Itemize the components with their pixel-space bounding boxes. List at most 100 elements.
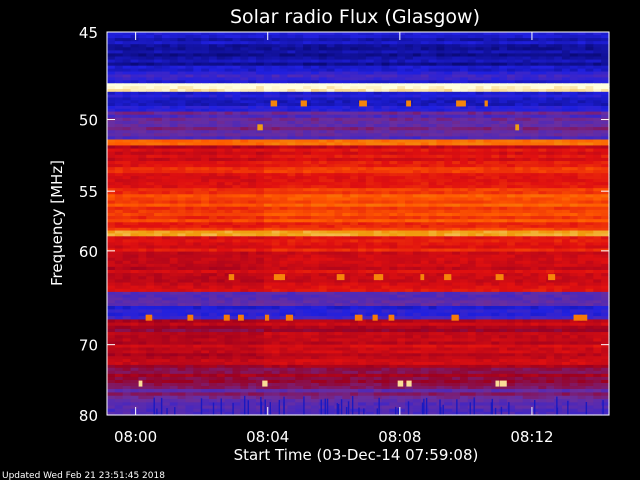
heatmap-cell (381, 94, 390, 99)
heatmap-cell (412, 164, 422, 168)
heatmap-cell (577, 164, 587, 168)
heatmap-cell (585, 236, 594, 240)
heatmap-cell (169, 114, 179, 119)
heatmap-cell (522, 50, 532, 55)
heatmap-cell (514, 136, 524, 141)
heatmap-cell (318, 219, 328, 223)
heatmap-cell (310, 71, 320, 76)
heatmap-cell (287, 120, 296, 125)
heatmap-cell (295, 197, 304, 202)
heatmap-cell (569, 145, 579, 150)
heatmap-cell (522, 245, 532, 250)
heatmap-cell (248, 182, 257, 186)
heatmap-cell (342, 100, 351, 104)
heatmap-cell (114, 136, 124, 141)
heatmap-cell (428, 245, 438, 250)
heatmap-cell (193, 127, 202, 131)
heatmap-cell (358, 260, 367, 265)
heatmap-cell (475, 97, 485, 101)
heatmap-cell (420, 77, 430, 81)
heatmap-cell (177, 83, 187, 87)
heatmap-cell (287, 136, 296, 141)
heatmap-cell (122, 179, 132, 183)
heatmap-cell (138, 151, 147, 156)
heatmap-cell (569, 197, 579, 202)
heatmap-cell (193, 94, 202, 99)
heatmap-cell (412, 47, 422, 51)
heatmap-cell (303, 236, 312, 240)
heatmap-cell (467, 56, 477, 61)
heatmap-cell (263, 239, 273, 244)
heatmap-cell (420, 80, 430, 84)
heatmap-cell (601, 142, 610, 147)
heatmap-cell (483, 170, 492, 174)
heatmap-cell (412, 257, 422, 262)
heatmap-cell (585, 114, 594, 119)
heatmap-cell (138, 173, 147, 177)
heatmap-cell (514, 68, 524, 73)
heatmap-cell (601, 173, 610, 177)
heatmap-cell (491, 182, 500, 186)
heatmap-cell (365, 88, 375, 93)
heatmap-cell (436, 154, 445, 159)
heatmap-cell (107, 194, 116, 198)
heatmap-cell (122, 83, 132, 87)
heatmap-cell (428, 225, 438, 229)
heatmap-cell (271, 225, 281, 229)
heatmap-cell (248, 233, 257, 237)
heatmap-cell (201, 182, 210, 186)
heatmap-cell (475, 188, 485, 192)
heatmap-cell (271, 167, 281, 171)
heatmap-cell (483, 227, 492, 232)
heatmap-cell (585, 50, 594, 55)
heatmap-cell (569, 41, 579, 45)
heatmap-cell (114, 194, 124, 198)
heatmap-cell (224, 80, 234, 84)
heatmap-cell (146, 212, 155, 217)
heatmap-cell (601, 145, 610, 150)
heatmap-cell (279, 161, 288, 165)
heatmap-cell (130, 251, 139, 256)
heatmap-cell (546, 257, 555, 262)
heatmap-cell (208, 148, 218, 153)
heatmap-cell (154, 230, 163, 235)
heatmap-cell (208, 173, 218, 177)
heatmap-cell (412, 212, 422, 217)
heatmap-cell (138, 239, 147, 244)
heatmap-cell (122, 142, 132, 147)
heatmap-cell (530, 239, 539, 244)
heatmap-cell (546, 227, 555, 232)
heatmap-cell (365, 225, 375, 229)
heatmap-cell (114, 47, 124, 51)
heatmap-cell (279, 151, 288, 156)
heatmap-cell (146, 114, 155, 119)
heatmap-cell (405, 236, 414, 240)
heatmap-cell (248, 148, 257, 153)
heatmap-cell (554, 117, 563, 122)
heatmap-cell (389, 88, 398, 93)
heatmap-cell (561, 212, 571, 217)
heatmap-cell (271, 236, 281, 240)
heatmap-cell (365, 161, 375, 165)
heatmap-cell (459, 133, 469, 137)
heatmap-cell (326, 65, 336, 70)
heatmap-cell (287, 225, 296, 229)
heatmap-cell (169, 236, 179, 240)
heatmap-cell (263, 97, 273, 101)
heatmap-cell (287, 94, 296, 99)
heatmap-cell (240, 77, 249, 81)
heatmap-cell (154, 197, 163, 202)
heatmap-cell (146, 257, 155, 262)
heatmap-cell (216, 62, 226, 67)
heatmap-cell (561, 56, 571, 61)
heatmap-cell (216, 91, 226, 96)
heatmap-cell (310, 197, 320, 202)
heatmap-cell (271, 56, 281, 61)
heatmap-cell (122, 209, 132, 214)
heatmap-cell (216, 32, 226, 36)
heatmap-cell (122, 230, 132, 235)
heatmap-cell (169, 263, 179, 268)
heatmap-cell (271, 86, 281, 90)
heatmap-cell (397, 176, 406, 180)
heatmap-cell (248, 216, 257, 220)
